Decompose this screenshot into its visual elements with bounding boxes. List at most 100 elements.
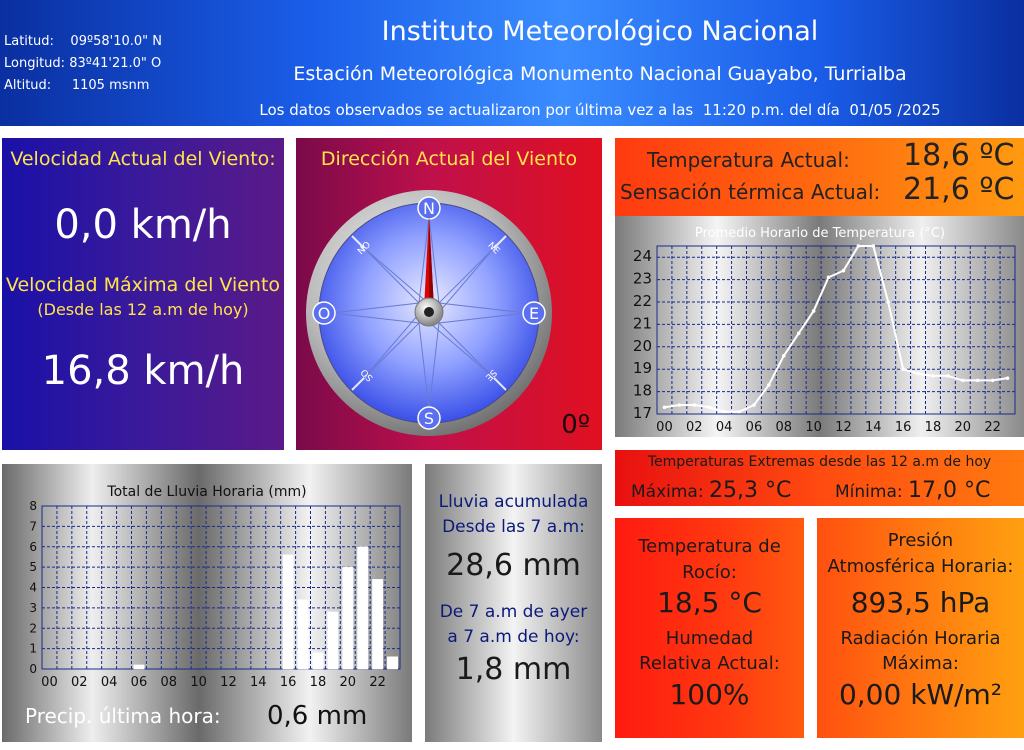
y-tick-label: 7 — [29, 519, 37, 533]
humidity-value: 100% — [669, 678, 750, 711]
update-time: 11:20 p.m. — [702, 101, 785, 119]
y-tick-label: 22 — [633, 292, 652, 310]
x-tick-label: 14 — [865, 420, 882, 435]
rain-chart-title: Total de Lluvia Horaria (mm) — [106, 484, 306, 500]
x-tick-label: 16 — [280, 675, 297, 690]
wind-max-value: 16,8 km/h — [41, 348, 245, 394]
rain-bar — [387, 656, 399, 670]
rain-chart: Total de Lluvia Horaria (mm) 0 12 3 4 5 6 7 8 00… — [29, 484, 401, 690]
temperature-line — [664, 245, 1008, 413]
temperature-panel: Temperatura Actual: 18,6 ºC Sensación té… — [615, 138, 1024, 216]
temperature-point — [871, 244, 876, 248]
dew-label-2: Rocío: — [682, 562, 737, 583]
x-tick-label: 00 — [656, 420, 673, 435]
y-tick-label: 17 — [633, 404, 652, 422]
rain-prev-value: 1,8 mm — [455, 652, 572, 687]
x-tick-label: 00 — [41, 675, 58, 690]
compass-n: N — [423, 199, 435, 218]
x-tick-label: 16 — [895, 420, 912, 435]
x-tick-label: 02 — [71, 675, 88, 690]
temperature-point — [946, 374, 950, 378]
extremes-min: Mínima: 17,0 °C — [835, 478, 990, 503]
y-tick-label: 4 — [29, 581, 37, 595]
compass-needle — [424, 216, 434, 308]
altitude: Altitud: 1105 msnm — [4, 78, 149, 93]
temperature-point — [826, 275, 831, 280]
dew-label-1: Temperatura de — [638, 536, 781, 557]
rain-bar — [357, 546, 369, 670]
y-tick-label: 5 — [29, 560, 37, 574]
y-tick-label: 18 — [633, 382, 652, 400]
max-temp-label: Máxima: — [631, 482, 704, 502]
compass-o: O — [318, 304, 331, 323]
y-tick-label: 19 — [633, 359, 652, 377]
last-hour-value: 0,6 mm — [267, 701, 368, 731]
pressure-value: 893,5 hPa — [850, 586, 991, 619]
y-tick-label: 0 — [29, 662, 37, 676]
header: Latitud: 09º58'10.0" N Longitud: 83º41'2… — [0, 0, 1024, 126]
temperature-point — [767, 383, 771, 387]
wind-direction-label: Dirección Actual del Viento — [320, 148, 578, 170]
radiation-label-2: Máxima: — [882, 653, 959, 674]
y-tick-label: 24 — [633, 247, 652, 265]
temp-actual-value: 18,6 ºC — [903, 138, 1015, 173]
rain-prev-label-2: a 7 a.m de hoy: — [447, 627, 580, 647]
rain-bar — [297, 599, 309, 670]
y-tick-label: 21 — [633, 314, 652, 332]
station-name: Estación Meteorológica Monumento Naciona… — [293, 63, 907, 85]
rain-acc-label-1: Lluvia acumulada — [438, 492, 589, 512]
x-tick-label: 04 — [101, 675, 118, 690]
temperature-point — [841, 268, 846, 273]
x-tick-label: 18 — [310, 675, 327, 690]
update-date: 01/05 /2025 — [849, 101, 941, 119]
update-text: Los datos observados se actualizaron por… — [259, 101, 694, 119]
temperature-extremes-panel: Temperaturas Extremas desde las 12 a.m d… — [615, 450, 1024, 506]
temperature-point — [811, 309, 816, 313]
temperature-point — [737, 409, 741, 414]
latitude-label: Latitud: — [4, 34, 54, 49]
wind-max-sub: (Desde las 12 a.m de hoy) — [37, 300, 249, 319]
altitude-value: 1105 msnm — [71, 78, 150, 93]
x-tick-label: 20 — [340, 675, 357, 690]
compass-hub-center — [424, 307, 434, 317]
dew-humidity-panel: Temperatura de Rocío: 18,5 °C Humedad Re… — [615, 518, 804, 738]
wind-current-value: 0,0 km/h — [54, 202, 232, 248]
y-tick-label: 8 — [29, 499, 37, 513]
y-tick-label: 3 — [29, 601, 37, 615]
x-tick-label: 12 — [220, 675, 237, 690]
wind-speed-panel: Velocidad Actual del Viento: 0,0 km/h Ve… — [2, 138, 284, 450]
radiation-value: 0,00 kW/m² — [838, 678, 1003, 711]
feels-like-value: 21,6 ºC — [903, 172, 1015, 207]
rain-bar — [282, 554, 294, 670]
x-tick-label: 04 — [716, 420, 733, 435]
rain-bar — [327, 611, 339, 670]
altitude-label: Altitud: — [4, 78, 52, 93]
temperature-point — [752, 403, 756, 407]
rain-prev-label-1: De 7 a.m de ayer — [439, 602, 588, 622]
temperature-point — [960, 378, 965, 383]
rain-bar — [133, 664, 145, 670]
latitude: Latitud: 09º58'10.0" N — [4, 34, 162, 49]
max-temp-value: 25,3 °C — [708, 478, 792, 503]
wind-direction-value: 0º — [561, 410, 590, 440]
x-tick-label: 06 — [131, 675, 148, 690]
longitude: Longitud: 83º41'21.0" O — [4, 56, 161, 71]
x-tick-label: 10 — [805, 420, 822, 435]
wind-current-label: Velocidad Actual del Viento: — [10, 148, 276, 170]
rain-acc-value: 28,6 mm — [446, 548, 581, 583]
y-tick-label: 2 — [29, 621, 37, 635]
pressure-label-2: Atmosférica Horaria: — [827, 556, 1014, 577]
rain-bar — [342, 566, 354, 670]
temperature-point — [901, 367, 905, 371]
y-tick-label: 6 — [29, 540, 37, 554]
x-tick-label: 22 — [984, 420, 1001, 435]
temperature-point — [692, 403, 697, 407]
x-tick-label: 02 — [686, 420, 703, 435]
y-tick-label: 20 — [633, 337, 652, 355]
update-day-label: del día — [789, 101, 840, 119]
compass-s: S — [424, 409, 434, 428]
extremes-label: Temperaturas Extremas desde las 12 a.m d… — [647, 454, 992, 470]
extremes-max: Máxima: 25,3 °C — [631, 478, 791, 503]
longitude-value: 83º41'21.0" O — [69, 56, 162, 71]
temperature-point — [796, 331, 801, 336]
